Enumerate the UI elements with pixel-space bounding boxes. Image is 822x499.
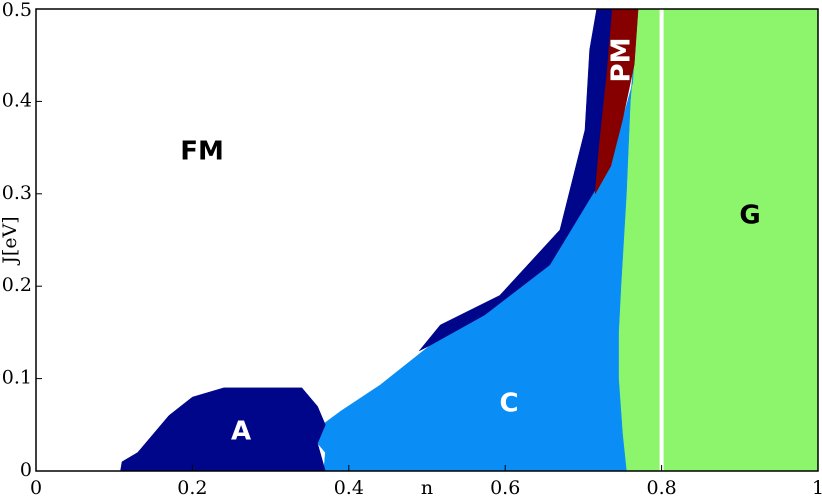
x-tick-label: 0.4	[334, 477, 364, 499]
region-label: FM	[180, 137, 224, 167]
plot-frame	[35, 8, 819, 472]
phase-region	[418, 8, 613, 352]
y-tick-label: 0.3	[2, 182, 32, 204]
x-tick-label: 0.6	[490, 477, 520, 499]
x-axis-label: n	[421, 477, 433, 499]
x-tick-label: 0	[30, 477, 42, 499]
region-label: PM	[607, 38, 637, 83]
region-label: A	[231, 417, 251, 447]
phase-region	[120, 387, 326, 472]
region-label: A	[539, 201, 559, 231]
x-tick-label: 0.8	[646, 477, 676, 499]
phase-region	[618, 8, 819, 472]
region-label: G	[739, 201, 760, 231]
y-axis-label: J[eV]	[0, 216, 21, 265]
region-label: C	[499, 389, 518, 419]
x-tick-label: 1	[812, 477, 822, 499]
y-tick-label: 0.2	[2, 274, 32, 296]
y-tick-label: 0.4	[2, 89, 32, 111]
x-tick-label: 0.2	[177, 477, 207, 499]
y-tick-label: 0	[20, 459, 32, 481]
y-tick-label: 0.1	[2, 367, 32, 389]
y-tick-label: 0.5	[2, 0, 32, 21]
